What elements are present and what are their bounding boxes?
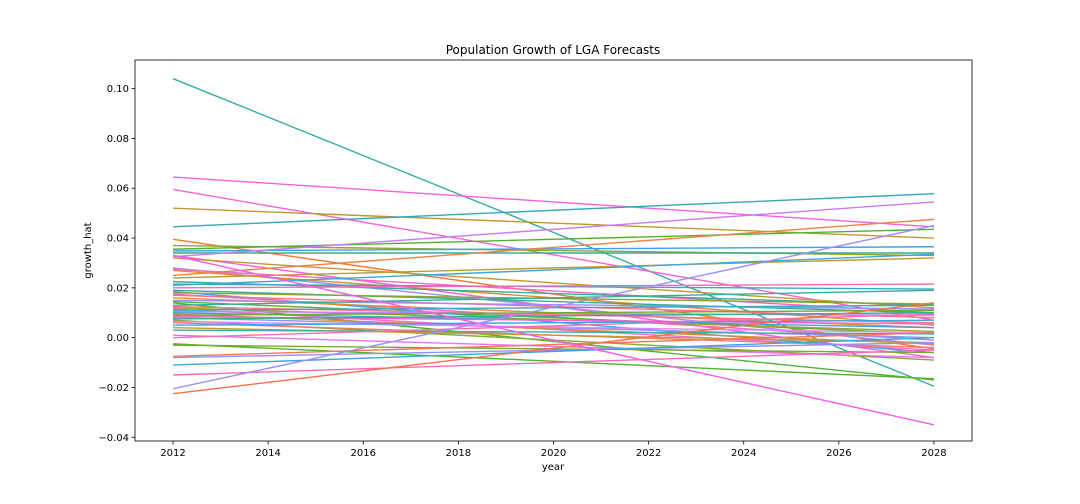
series-line-9	[173, 246, 934, 252]
y-axis: −0.04 −0.02 0.00 0.02 0.04 0.06 0.08 0.10	[98, 84, 135, 444]
x-tick-label: 2016	[351, 448, 376, 459]
series-line-5	[173, 193, 934, 228]
y-tick-label: 0.08	[107, 134, 129, 145]
series-line-2	[173, 176, 934, 228]
x-tick-label: 2014	[255, 448, 280, 459]
series-line-49	[173, 329, 934, 335]
series-line-29	[173, 299, 934, 310]
x-axis-label: year	[542, 462, 565, 473]
series-line-56	[173, 336, 934, 366]
series-line-47	[173, 319, 934, 326]
series-line-4	[173, 207, 934, 239]
y-tick-label: 0.06	[107, 184, 129, 195]
series-line-18	[173, 257, 934, 279]
series-line-58	[172, 224, 935, 390]
y-tick-label: 0.00	[107, 333, 129, 344]
chart-title: Population Growth of LGA Forecasts	[446, 43, 661, 57]
series-line-17	[172, 218, 935, 277]
x-tick-label: 2018	[446, 448, 471, 459]
series-line-60	[172, 254, 935, 426]
y-axis-label: growth_hat	[83, 222, 94, 278]
series-line-43	[173, 312, 934, 320]
x-tick-label: 2022	[636, 448, 661, 459]
series-line-54	[173, 331, 934, 358]
series-line-39	[173, 313, 934, 345]
series-line-52	[173, 343, 934, 380]
series-line-21	[173, 253, 934, 287]
series-line-3	[172, 188, 935, 321]
y-tick-label: 0.02	[107, 283, 129, 294]
series-layer	[172, 78, 935, 426]
x-tick-label: 2024	[731, 448, 756, 459]
series-line-45	[173, 320, 934, 334]
x-tick-label: 2028	[921, 448, 946, 459]
series-line-12	[172, 201, 935, 258]
x-tick-label: 2012	[160, 448, 185, 459]
y-tick-label: −0.02	[98, 383, 129, 394]
series-line-22	[173, 283, 934, 289]
y-tick-label: 0.10	[107, 84, 129, 95]
y-tick-label: 0.04	[107, 234, 129, 245]
series-line-40	[173, 309, 934, 316]
series-line-57	[173, 349, 934, 376]
x-tick-label: 2026	[826, 448, 851, 459]
series-line-30	[173, 300, 934, 335]
series-line-55	[173, 341, 934, 359]
x-tick-label: 2020	[541, 448, 566, 459]
series-line-8	[173, 228, 934, 250]
series-line-59	[172, 302, 935, 395]
series-line-32	[173, 289, 934, 306]
y-tick-label: −0.04	[98, 433, 129, 444]
x-axis: 2012 2014 2016 2018 2020 2022 2024 2026 2028	[160, 441, 947, 459]
